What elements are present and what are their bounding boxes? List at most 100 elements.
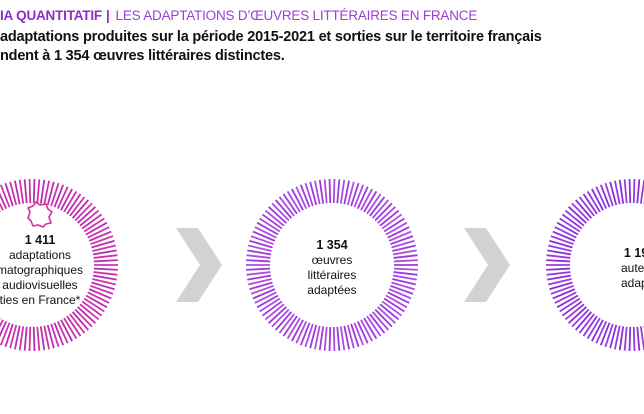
- ring-tick: [50, 323, 60, 348]
- ring-tick: [248, 278, 272, 286]
- ring-tick: [247, 274, 272, 281]
- ring-tick: [28, 326, 32, 351]
- ring-tick: [268, 206, 287, 224]
- ring-tick: [550, 284, 574, 295]
- ring-tick: [0, 321, 8, 338]
- ring-tick: [247, 249, 272, 256]
- ring-tick: [636, 326, 641, 351]
- ring-tick: [63, 317, 78, 340]
- ring-tick: [388, 230, 412, 242]
- ring-tick: [43, 325, 50, 350]
- ring-tick: [71, 199, 89, 219]
- ring-tick: [295, 321, 308, 344]
- ring-tick: [88, 230, 112, 242]
- stat-label-line: adaptées: [307, 283, 357, 297]
- ring-tick: [278, 313, 295, 334]
- ring-tick: [582, 193, 598, 215]
- ring-tick: [0, 319, 4, 328]
- ring-tick: [548, 244, 572, 252]
- ring-tick: [350, 323, 360, 348]
- ring-tick: [246, 267, 271, 271]
- ring-tick: [53, 184, 65, 208]
- ring-tick: [91, 239, 115, 249]
- ring-tick: [81, 213, 103, 230]
- stat-number: 1 354: [316, 238, 348, 252]
- ring-tick: [564, 209, 585, 227]
- ring-tick: [586, 190, 601, 213]
- ring-tick: [618, 326, 625, 351]
- ring-tick: [249, 281, 273, 291]
- ring-tick: [393, 259, 418, 263]
- ring-tick: [561, 213, 583, 230]
- ring-tick: [286, 190, 301, 213]
- ring-tick: [623, 179, 628, 204]
- ring-tick: [392, 244, 416, 252]
- ring-tick: [546, 259, 571, 263]
- ring-tick: [360, 188, 373, 211]
- ring-tick: [571, 202, 590, 222]
- ring-tick: [374, 202, 393, 222]
- ring-tick: [564, 303, 585, 321]
- ring-tick: [552, 230, 576, 242]
- ring-tick: [392, 249, 417, 256]
- ring-tick: [282, 193, 298, 215]
- ring-tick: [60, 319, 73, 342]
- ring-tick: [609, 181, 618, 206]
- ring-tick: [366, 315, 382, 337]
- ring-auteurs: [546, 179, 644, 351]
- ring-tick: [314, 325, 321, 350]
- ring-tick: [586, 317, 601, 340]
- ring-tick: [63, 190, 78, 213]
- ring-tick: [556, 294, 579, 309]
- ring-tick: [39, 179, 46, 204]
- ring-tick: [0, 202, 4, 211]
- ring-tick: [261, 213, 283, 230]
- intro-line-1: adaptations produites sur la période 201…: [0, 29, 542, 45]
- ring-tick: [18, 326, 25, 351]
- ring-tick: [252, 230, 276, 242]
- ring-adaptations: [0, 179, 118, 351]
- ring-tick: [264, 303, 285, 321]
- ring-tick: [353, 184, 365, 208]
- ring-tick: [575, 311, 593, 331]
- ring-tick: [328, 326, 332, 351]
- ring-tick: [46, 181, 55, 206]
- ring-tick: [87, 291, 110, 304]
- ring-tick: [381, 300, 403, 317]
- ring-tick: [363, 190, 378, 213]
- ring-tick: [314, 180, 321, 205]
- stat-label-line: audiovisuelles: [2, 278, 78, 292]
- stat-number: 1 411: [24, 233, 56, 247]
- ring-tick: [628, 179, 632, 204]
- ring-tick: [550, 235, 574, 246]
- ring-tick: [50, 182, 60, 207]
- ring-tick: [390, 284, 414, 295]
- ring-tick: [377, 306, 396, 324]
- ring-tick: [69, 313, 86, 334]
- ring-tick: [387, 226, 410, 239]
- ring-tick: [278, 196, 295, 217]
- ring-tick: [388, 288, 412, 300]
- ring-tick: [299, 184, 311, 208]
- ring-tick: [259, 217, 281, 233]
- ring-tick: [264, 209, 285, 227]
- ring-tick: [393, 254, 418, 259]
- stat-label-line: matographiques: [0, 263, 84, 277]
- stat-number: 1 19: [623, 246, 644, 260]
- ring-tick: [343, 325, 350, 350]
- ring-tick: [81, 300, 103, 317]
- ring-tick: [4, 323, 14, 348]
- ring-tick: [356, 321, 369, 344]
- ring-tick: [250, 284, 274, 295]
- ring-tick: [595, 186, 608, 209]
- ring-tick: [291, 319, 304, 342]
- ring-tick: [346, 181, 355, 206]
- circle-text-adaptations: 1 411 adaptations matographiques audiovi…: [0, 233, 110, 308]
- ring-tick: [90, 235, 114, 246]
- ring-tick: [79, 303, 100, 321]
- ring-tick: [92, 249, 117, 256]
- ring-tick: [360, 319, 373, 342]
- ring-tick: [254, 226, 277, 239]
- ring-tick: [92, 278, 116, 286]
